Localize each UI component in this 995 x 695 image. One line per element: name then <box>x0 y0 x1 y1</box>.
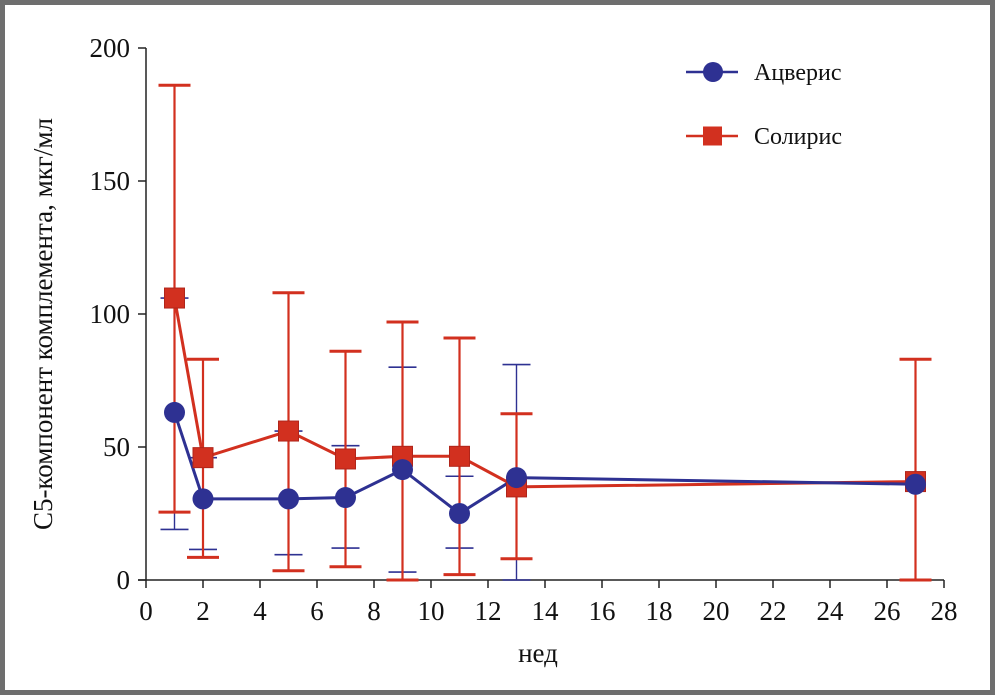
x-tick-label: 16 <box>589 596 616 626</box>
y-tick-label: 100 <box>90 299 131 329</box>
x-tick-label: 20 <box>703 596 730 626</box>
x-tick-label: 12 <box>475 596 502 626</box>
data-point-soliris <box>164 287 185 309</box>
error-bars-0 <box>160 297 930 581</box>
data-point-aceveris <box>449 503 470 524</box>
x-tick-label: 18 <box>646 596 673 626</box>
legend-label-soliris: Солирис <box>754 124 842 150</box>
x-tick-label: 0 <box>139 596 153 626</box>
x-tick-label: 10 <box>418 596 445 626</box>
x-axis-title: нед <box>518 638 558 668</box>
legend-marker-square <box>703 126 722 146</box>
data-point-aceveris <box>392 459 413 481</box>
data-point-aceveris <box>905 473 926 495</box>
legend-item-aceveris: Ацверис <box>686 60 842 86</box>
data-point-aceveris <box>335 487 356 509</box>
series-line-soliris <box>173 297 916 489</box>
data-point-aceveris <box>192 488 214 510</box>
x-tick-label: 22 <box>760 596 787 626</box>
x-tick-label: 8 <box>367 596 381 626</box>
y-tick-label: 150 <box>90 166 131 196</box>
data-point-soliris <box>335 448 356 470</box>
data-point-aceveris <box>164 401 185 423</box>
x-tick-label: 2 <box>196 596 210 626</box>
x-tick-label: 24 <box>817 596 845 626</box>
x-tick-label: 14 <box>532 596 560 626</box>
x-tick-label: 4 <box>253 596 267 626</box>
y-tick-label: 0 <box>117 565 131 595</box>
y-axis-title: С5-компонент комплемента, мкг/мл <box>28 118 58 530</box>
x-ticks: 0 2 4 6 8 10 12 14 16 18 20 22 24 26 28 <box>139 580 958 626</box>
data-point-aceveris <box>506 467 527 489</box>
data-point-soliris <box>449 445 470 467</box>
series-layer <box>158 83 932 582</box>
legend: Ацверис Солирис <box>686 60 842 150</box>
x-tick-label: 28 <box>931 596 958 626</box>
legend-label-aceveris: Ацверис <box>754 60 842 86</box>
x-tick-label: 6 <box>310 596 324 626</box>
error-bars-1 <box>158 83 932 582</box>
data-point-soliris <box>278 420 299 442</box>
y-ticks: 0 50 100 150 200 <box>90 33 146 595</box>
y-tick-label: 50 <box>103 432 130 462</box>
data-point-soliris <box>192 447 214 469</box>
chart-frame <box>5 5 990 690</box>
legend-marker-circle <box>703 62 723 82</box>
legend-item-soliris: Солирис <box>686 124 842 150</box>
x-tick-label: 26 <box>874 596 901 626</box>
data-point-aceveris <box>278 488 299 510</box>
y-tick-label: 200 <box>90 33 131 63</box>
